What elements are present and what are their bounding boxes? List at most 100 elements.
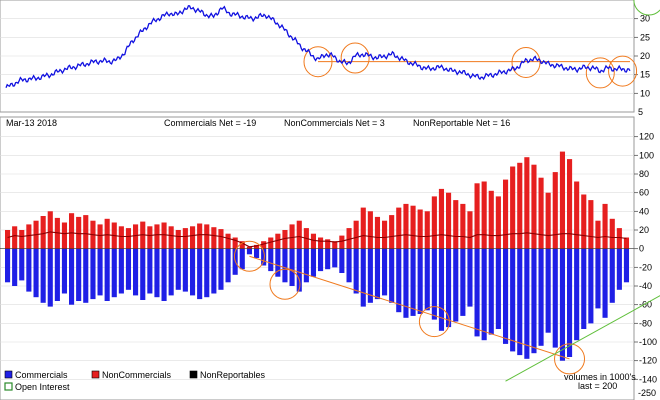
noncommercials-bar [5, 230, 11, 249]
commercials-bar [623, 248, 630, 283]
commercials-bar [417, 248, 423, 314]
commercials-bar [5, 248, 11, 283]
top-annotations [303, 42, 638, 89]
cot-bars [0, 151, 634, 361]
noncommercials-bar [623, 237, 630, 249]
commercials-bar [197, 248, 203, 300]
noncommercials-bar [545, 192, 551, 249]
commercials-bar [97, 248, 103, 296]
noncommercials-bar [83, 215, 89, 249]
noncommercials-bar [382, 220, 388, 249]
top-price-axis: 10 15 20 25 30 [634, 14, 650, 98]
noncommercials-bar [431, 196, 437, 249]
commercials-bar [154, 248, 160, 298]
bottom-tick-label: 40 [639, 206, 649, 216]
commercials-bar [239, 248, 245, 270]
price-annotation-circle [608, 55, 638, 87]
bottom-annotations [233, 0, 660, 382]
commercials-bar [552, 248, 558, 348]
noncommercials-bar [97, 224, 103, 249]
noncommercials-bar [559, 151, 566, 249]
noncommercials-bar [197, 223, 203, 249]
commercials-bar [211, 248, 217, 294]
commercials-bar [12, 248, 18, 286]
noncommercials-bar [574, 181, 580, 249]
commercials-bar [531, 248, 537, 354]
commercials-bar [567, 248, 573, 357]
noncommercials-bar [104, 218, 110, 249]
commercials-bar [389, 248, 395, 303]
bottom-tick-label: -80 [639, 318, 652, 328]
noncommercials-bar [602, 203, 608, 249]
commercials-bar [225, 248, 231, 283]
noncommercials-bar [453, 200, 459, 249]
noncommercials-bar [446, 192, 452, 249]
bottom-tick-label: 0 [639, 244, 644, 254]
commercials-annotation-circle [233, 240, 265, 272]
commercials-bar [69, 248, 75, 305]
top-tick-label: 10 [640, 88, 650, 98]
noncommercials-bar [190, 226, 196, 249]
commercials-bar [367, 248, 373, 303]
commercials-bar [588, 248, 594, 324]
noncommercials-bar [332, 241, 338, 249]
commercials-bar [431, 248, 437, 320]
noncommercials-bar [211, 227, 217, 249]
commercials-bar [360, 248, 366, 307]
noncommercials-bar [510, 166, 516, 249]
commercials-bar [524, 248, 530, 359]
legend-swatch-open-interest [4, 382, 13, 391]
noncommercials-bar [133, 224, 139, 249]
noncommercials-bar [410, 205, 416, 249]
noncommercials-bar [367, 211, 373, 249]
commercials-bar [182, 248, 188, 292]
noncommercials-bar [19, 230, 25, 249]
noncommercials-bar [495, 196, 501, 249]
bottom-tick-label: 100 [639, 150, 654, 160]
nonreportable-net: NonReportable Net = 16 [413, 118, 510, 128]
commercials-bar [204, 248, 210, 298]
commercials-bar [282, 248, 288, 283]
legend-nonreportables: NonReportables [200, 370, 266, 380]
noncommercials-bar [246, 246, 253, 249]
commercials-bar [396, 248, 402, 313]
volumes-note: volumes in 1000's [564, 372, 636, 382]
noncommercials-bar [26, 224, 32, 249]
commercials-bar [545, 248, 551, 333]
commercials-bar [438, 248, 445, 331]
noncommercials-bar [154, 224, 160, 249]
noncommercials-bar [204, 224, 210, 249]
bottom-volume-axis: 120 100 80 60 40 20 0 -20 -40 -60 -80 -100 -120 -140 [634, 132, 657, 384]
commercials-bar [76, 248, 82, 301]
commercials-bar [410, 248, 416, 316]
noncommercials-bar [254, 244, 260, 249]
noncommercials-bar [460, 203, 466, 249]
noncommercials-net: NonCommercials Net = 3 [284, 118, 385, 128]
commercials-bar [602, 248, 608, 318]
commercials-bar [353, 248, 359, 294]
noncommercials-bar [552, 172, 558, 249]
commercials-bar [168, 248, 174, 296]
noncommercials-bar [517, 162, 523, 249]
noncommercials-bar [353, 220, 359, 249]
price-annotation-circle [303, 46, 333, 78]
commercials-bar [90, 248, 96, 300]
legend: Commercials NonCommercials NonReportable… [4, 370, 656, 398]
bottom-tick-label: -100 [639, 337, 657, 347]
top-tick-label: 15 [640, 70, 650, 80]
commercials-bar [268, 248, 274, 272]
noncommercials-bar [47, 211, 53, 249]
noncommercials-bar [261, 241, 267, 249]
commercials-bar [581, 248, 587, 329]
bottom-tick-label: -60 [639, 300, 652, 310]
date-label: Mar-13 2018 [6, 118, 57, 128]
noncommercials-bar [417, 209, 423, 249]
commercials-annotation-circle [269, 268, 301, 300]
noncommercials-bar [538, 177, 544, 249]
commercials-bar [382, 248, 388, 296]
noncommercials-bar [175, 230, 181, 249]
commercials-bar [538, 248, 544, 346]
noncommercials-bar [168, 226, 174, 249]
commercials-bar [40, 248, 46, 303]
commercials-bar [54, 248, 60, 301]
